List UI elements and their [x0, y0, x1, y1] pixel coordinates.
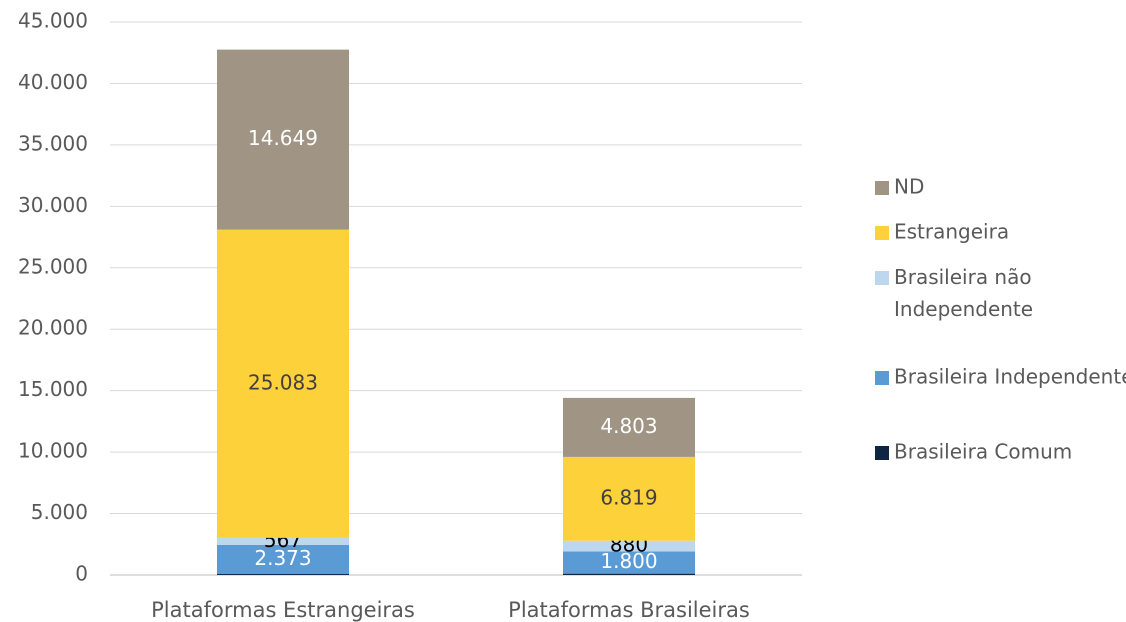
y-tick-label: 25.000 [18, 254, 88, 278]
y-tick-label: 35.000 [18, 131, 88, 155]
bar-segment [217, 537, 349, 545]
bar-segment [563, 551, 695, 574]
legend-swatch [875, 446, 889, 460]
bar-segment [217, 544, 349, 575]
legend-label: Brasileira não Independente [894, 265, 1038, 321]
y-tick-label: 10.000 [18, 439, 88, 463]
legend-label: Brasileira Comum [894, 440, 1072, 464]
bar-segment [217, 49, 349, 230]
y-tick-label: 45.000 [18, 9, 88, 33]
x-tick-label: Plataformas Brasileiras [508, 598, 750, 622]
data-label: 14.649 [248, 126, 318, 150]
bar-segment [217, 574, 349, 575]
legend-swatch [875, 226, 889, 240]
y-tick-label: 30.000 [18, 193, 88, 217]
x-tick-label: Plataformas Estrangeiras [151, 598, 415, 622]
y-tick-label: 20.000 [18, 316, 88, 340]
y-tick-label: 0 [75, 562, 88, 586]
bar-segment [563, 573, 695, 575]
legend-swatch [875, 271, 889, 285]
legend-swatch [875, 181, 889, 195]
bar-segment [563, 456, 695, 541]
data-label: 2.373 [254, 546, 311, 570]
legend-label: ND [894, 175, 924, 199]
data-label: 25.083 [248, 370, 318, 394]
legend-label: Brasileira Independente [894, 365, 1126, 389]
legend-swatch [875, 371, 889, 385]
bar-segment [563, 397, 695, 457]
data-label: 1.800 [600, 549, 657, 573]
y-tick-label: 40.000 [18, 70, 88, 94]
y-tick-label: 5.000 [31, 500, 88, 524]
y-tick-label: 15.000 [18, 377, 88, 401]
bar-segment [217, 229, 349, 538]
data-label: 4.803 [600, 414, 657, 438]
data-label: 6.819 [600, 485, 657, 509]
bar-segment [563, 540, 695, 552]
legend-label: Estrangeira [894, 220, 1009, 244]
